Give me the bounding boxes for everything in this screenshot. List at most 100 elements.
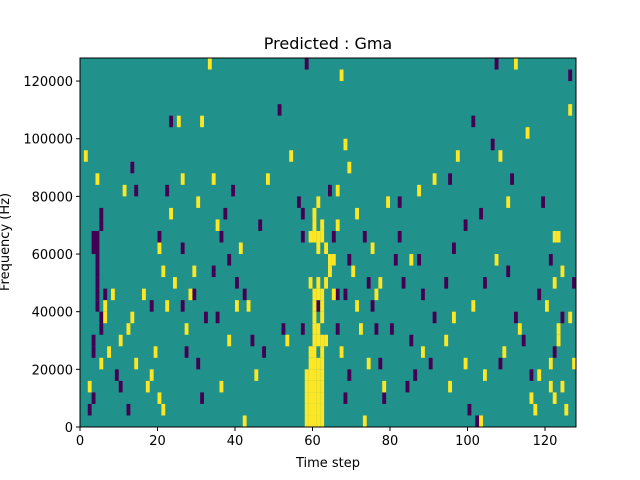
- heatmap-cell: [432, 311, 437, 324]
- y-tick-label: 120000: [23, 75, 73, 90]
- heatmap-cell: [118, 380, 123, 393]
- heatmap-cell: [312, 357, 317, 370]
- heatmap-cell: [405, 380, 410, 393]
- heatmap-cell: [308, 392, 313, 404]
- heatmap-cell: [382, 380, 387, 393]
- heatmap-cell: [235, 277, 239, 289]
- heatmap-cell: [521, 334, 526, 347]
- heatmap-cell: [370, 242, 375, 255]
- heatmap-cell: [165, 300, 170, 312]
- heatmap-cell: [312, 392, 317, 404]
- heatmap-cell: [312, 403, 317, 416]
- heatmap-cell: [99, 311, 104, 324]
- heatmap-cell: [467, 403, 472, 416]
- heatmap-cell: [556, 334, 561, 347]
- heatmap-cell: [316, 196, 321, 208]
- x-axis: 0 20 40 60 80 100 120: [76, 427, 557, 449]
- heatmap-cell: [498, 150, 503, 162]
- heatmap-cell: [320, 346, 325, 358]
- heatmap-cell: [537, 288, 542, 301]
- heatmap-cell: [382, 392, 387, 404]
- heatmap-cell: [331, 230, 336, 243]
- heatmap-cell: [91, 392, 96, 404]
- x-tick-label: 100: [455, 434, 480, 449]
- heatmap-cell: [409, 334, 414, 347]
- heatmap-cell: [215, 219, 220, 231]
- heatmap-cell: [355, 207, 360, 220]
- heatmap-cell: [308, 346, 313, 358]
- heatmap-cell: [568, 69, 573, 82]
- heatmap-cell: [304, 58, 309, 70]
- chart-title: Predicted : Gma: [264, 34, 392, 53]
- heatmap-cell: [258, 219, 263, 231]
- heatmap-cell: [180, 173, 185, 185]
- heatmap-cell: [568, 104, 573, 116]
- heatmap-cell: [312, 207, 317, 220]
- heatmap-cell: [134, 357, 139, 370]
- heatmap-cell: [95, 242, 100, 255]
- y-tick-label: 60000: [32, 248, 73, 263]
- heatmap-cell: [343, 288, 348, 301]
- heatmap-cell: [316, 392, 321, 404]
- heatmap-cell: [157, 242, 162, 255]
- heatmap-cell: [242, 288, 247, 301]
- heatmap-cell: [180, 300, 185, 312]
- heatmap-cell: [548, 357, 553, 370]
- heatmap-cell: [374, 323, 379, 335]
- heatmap-cell: [548, 254, 553, 266]
- heatmap-cell: [180, 242, 185, 255]
- heatmap-cell: [548, 380, 553, 393]
- heatmap-cell: [250, 334, 255, 347]
- heatmap-cell: [300, 230, 305, 243]
- heatmap-cell: [227, 254, 232, 266]
- heatmap-cell: [161, 265, 166, 278]
- heatmap-cell: [320, 369, 325, 381]
- heatmap-cell: [331, 254, 336, 266]
- heatmap-cell: [304, 369, 309, 381]
- heatmap-cell: [238, 242, 243, 255]
- heatmap-cell: [95, 173, 100, 185]
- heatmap-cell: [510, 173, 515, 185]
- heatmap-cell: [111, 288, 115, 301]
- heatmap-cell: [479, 415, 484, 427]
- heatmap-cell: [312, 323, 317, 335]
- heatmap-cell: [304, 403, 309, 416]
- heatmap-cell: [328, 184, 332, 197]
- heatmap-cell: [545, 300, 549, 312]
- plot-frame: [79, 57, 577, 428]
- x-tick-label: 80: [382, 434, 399, 449]
- heatmap-cell: [471, 115, 476, 128]
- heatmap-cell: [390, 323, 394, 335]
- y-tick-label: 20000: [32, 363, 73, 378]
- heatmap-cell: [211, 265, 216, 278]
- heatmap-cell: [188, 288, 193, 301]
- heatmap-cell: [324, 277, 329, 289]
- heatmap-cell: [556, 323, 561, 335]
- heatmap-cells: [80, 58, 577, 427]
- heatmap-cell: [320, 311, 325, 324]
- heatmap-cell: [153, 346, 158, 358]
- heatmap-cell: [378, 277, 383, 289]
- heatmap-cell: [95, 254, 100, 266]
- heatmap-cell: [235, 300, 239, 312]
- heatmap-cell: [572, 357, 577, 370]
- heatmap-cell: [114, 369, 119, 381]
- heatmap-cell: [304, 392, 309, 404]
- heatmap-cell: [498, 357, 503, 370]
- heatmap-cell: [552, 392, 557, 404]
- y-axis: 0 20000 40000 60000 80000 100000 120000: [23, 75, 80, 436]
- heatmap-cell: [184, 323, 189, 335]
- heatmap-cell: [537, 369, 542, 381]
- heatmap-cell: [95, 277, 100, 289]
- heatmap-cell: [142, 288, 146, 301]
- heatmap-cell: [355, 300, 360, 312]
- heatmap-cell: [320, 392, 325, 404]
- heatmap-cell: [219, 380, 224, 393]
- heatmap-cell: [335, 184, 340, 197]
- heatmap-cell: [320, 334, 325, 347]
- heatmap-cell: [157, 230, 162, 243]
- heatmap-cell: [304, 415, 309, 427]
- heatmap-cell: [370, 300, 375, 312]
- heatmap-cell: [297, 196, 301, 208]
- heatmap-cell: [362, 230, 367, 243]
